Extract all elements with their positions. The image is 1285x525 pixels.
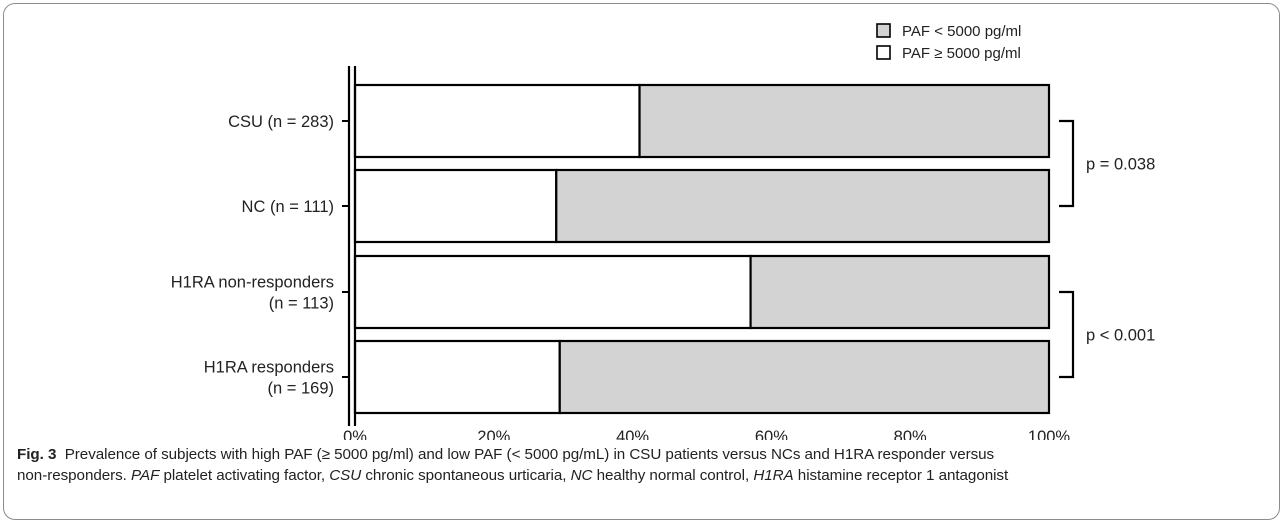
p-value-label: p = 0.038 — [1086, 156, 1155, 174]
y-tick-label: H1RA non-responders — [171, 274, 334, 292]
x-tick-label: 0% — [343, 428, 367, 440]
figure-caption: Fig. 3 Prevalence of subjects with high … — [17, 444, 1272, 486]
legend-swatch — [877, 46, 890, 59]
caption-text-1: Prevalence of subjects with high PAF (≥ … — [65, 446, 994, 463]
caption-text: platelet activating factor, — [159, 467, 329, 484]
y-tick-label: H1RA responders — [204, 359, 334, 377]
x-tick-label: 80% — [894, 428, 927, 440]
bar-segment — [560, 341, 1049, 413]
bar-segment — [556, 170, 1049, 242]
caption-abbreviation: NC — [571, 467, 593, 484]
y-tick-label: (n = 169) — [268, 380, 335, 398]
significance-bracket — [1059, 292, 1073, 377]
legend-label: PAF ≥ 5000 pg/ml — [902, 45, 1021, 62]
caption-text: histamine receptor 1 antagonist — [794, 467, 1009, 484]
bar-segment — [355, 170, 556, 242]
caption-line-1: Fig. 3 Prevalence of subjects with high … — [17, 444, 1272, 465]
bar-segment — [355, 341, 560, 413]
bar-segment — [355, 85, 640, 157]
x-tick-label: 60% — [755, 428, 788, 440]
x-tick-label: 100% — [1028, 428, 1071, 440]
caption-line-2: non-responders. PAF platelet activating … — [17, 465, 1272, 486]
bar-segment — [751, 256, 1049, 328]
caption-abbreviation: CSU — [329, 467, 361, 484]
x-tick-label: 20% — [477, 428, 510, 440]
bar-segment — [355, 256, 751, 328]
caption-text: non-responders. — [17, 467, 131, 484]
figure-label: Fig. 3 — [17, 446, 56, 463]
y-tick-label: NC (n = 111) — [242, 198, 334, 216]
stacked-bar-chart: CSU (n = 283) NC (n = 111) H1RA non-respon… — [0, 0, 1285, 440]
y-tick-label: (n = 113) — [269, 295, 334, 313]
significance-bracket — [1059, 121, 1073, 206]
caption-abbreviation: H1RA — [753, 467, 793, 484]
y-tick-label: CSU (n = 283) — [228, 113, 334, 131]
legend-label: PAF < 5000 pg/ml — [902, 23, 1021, 40]
x-tick-label: 40% — [616, 428, 649, 440]
p-value-label: p < 0.001 — [1086, 327, 1155, 345]
legend-swatch — [877, 24, 890, 37]
caption-text: healthy normal control, — [592, 467, 753, 484]
bar-segment — [640, 85, 1049, 157]
caption-text: chronic spontaneous urticaria, — [361, 467, 570, 484]
caption-abbreviation: PAF — [131, 467, 159, 484]
